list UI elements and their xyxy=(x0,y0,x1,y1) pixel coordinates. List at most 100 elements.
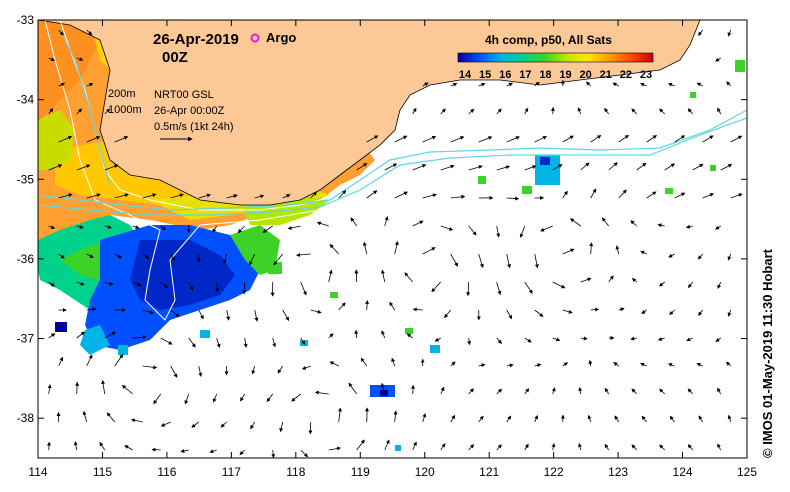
current-vector-arrow xyxy=(254,194,265,199)
colorbar-ticks: 14 15 16 17 18 19 20 21 22 23 xyxy=(459,69,652,81)
colorbar-tick-label: 14 xyxy=(459,69,472,81)
current-vector-arrow xyxy=(272,337,277,348)
current-vector-arrow xyxy=(702,135,714,143)
current-vector-arrow xyxy=(669,415,676,423)
current-vector-arrow xyxy=(412,307,423,312)
current-vector-arrow xyxy=(262,225,273,233)
current-vector-arrow xyxy=(82,410,88,423)
current-vector-arrow xyxy=(310,191,317,199)
current-vector-arrow xyxy=(608,162,618,171)
current-vector-arrow xyxy=(300,281,307,296)
current-vector-arrow xyxy=(552,164,563,171)
current-vector-arrow xyxy=(540,225,553,232)
current-vector-arrow xyxy=(104,281,114,286)
current-vector-arrow xyxy=(366,190,378,199)
current-vector-arrow xyxy=(519,225,526,238)
x-tick-label: 119 xyxy=(351,465,370,479)
current-vector-arrow xyxy=(440,225,454,231)
current-vector-arrow xyxy=(687,108,694,115)
current-vector-arrow xyxy=(212,225,218,233)
current-vector-arrow xyxy=(114,353,124,367)
current-vector-arrow xyxy=(450,361,456,367)
current-vector-arrow xyxy=(58,29,64,36)
current-vector-arrow xyxy=(534,414,538,423)
current-vector-arrow xyxy=(48,333,56,339)
current-vector-arrow xyxy=(466,281,471,297)
current-vector-arrow xyxy=(450,253,458,267)
current-vector-arrow xyxy=(282,309,290,322)
x-tick-label: 123 xyxy=(608,465,628,479)
current-vector-arrow xyxy=(562,362,569,367)
current-vector-arrow xyxy=(251,365,256,375)
current-vector-arrow xyxy=(618,189,627,199)
x-axis: 114 115 116 117 118 119 120 121 122 123 124 125 xyxy=(28,20,757,479)
composite-title: 4h comp, p50, All Sats xyxy=(485,33,612,47)
current-vector-arrow xyxy=(478,253,484,269)
current-vector-arrow xyxy=(585,81,591,87)
current-vector-arrow xyxy=(170,253,176,261)
current-vector-arrow xyxy=(277,365,284,374)
current-vector-arrow xyxy=(75,381,80,395)
x-tick-label: 114 xyxy=(28,465,47,479)
current-vector-arrow xyxy=(688,281,694,289)
x-tick-label: 115 xyxy=(93,465,112,479)
current-vector-arrow xyxy=(58,135,73,143)
current-vector-arrow xyxy=(380,382,386,395)
current-vector-arrow xyxy=(730,193,743,199)
current-vector-arrow xyxy=(590,135,602,143)
current-vector-arrow xyxy=(114,253,123,259)
y-tick-label: -37 xyxy=(17,332,35,346)
current-vector-arrow xyxy=(577,442,582,451)
colorbar-tick-label: 23 xyxy=(640,69,652,81)
current-vector-arrow xyxy=(524,281,533,294)
current-vector-arrow xyxy=(389,301,396,311)
current-vector-arrow xyxy=(243,337,248,348)
current-vector-arrow xyxy=(608,275,614,283)
current-vector-arrow xyxy=(381,269,386,283)
current-vector-arrow xyxy=(180,449,189,453)
current-vector-arrow xyxy=(444,309,452,319)
current-vector-arrow xyxy=(58,193,73,199)
current-vector-arrow xyxy=(697,253,704,260)
current-vector-arrow xyxy=(664,163,676,171)
current-vector-arrow xyxy=(132,335,147,340)
current-vector-arrow xyxy=(328,269,333,283)
current-vector-arrow xyxy=(534,253,539,269)
current-vector-arrow xyxy=(76,281,85,286)
current-vector-arrow xyxy=(132,225,140,230)
current-vector-arrow xyxy=(687,444,694,451)
current-vector-arrow xyxy=(668,82,675,87)
current-vector-arrow xyxy=(551,387,556,395)
current-vector-arrow xyxy=(587,414,592,423)
current-vector-arrow xyxy=(384,216,389,227)
current-vector-arrow xyxy=(249,253,256,266)
current-vector-arrow xyxy=(226,194,238,199)
current-vector-arrow xyxy=(725,361,731,367)
current-vector-arrow xyxy=(328,446,342,451)
current-vector-arrow xyxy=(216,337,221,349)
current-vector-arrow xyxy=(121,384,133,395)
current-vector-arrow xyxy=(685,224,693,229)
current-vector-arrow xyxy=(496,337,502,344)
current-vector-arrow xyxy=(48,164,63,171)
current-vector-arrow xyxy=(534,136,547,143)
current-vector-arrow xyxy=(422,135,437,143)
current-vector-arrow xyxy=(99,441,106,451)
current-vector-arrow xyxy=(142,193,157,199)
current-vector-arrow xyxy=(160,225,167,231)
current-vector-arrow xyxy=(696,82,703,87)
date-label: 26-Apr-2019 xyxy=(153,31,239,48)
current-vector-arrow xyxy=(76,164,91,171)
current-vector-arrow xyxy=(524,388,530,395)
current-vector-arrow xyxy=(669,309,675,316)
current-vector-arrow xyxy=(422,82,429,87)
current-vector-arrow xyxy=(212,393,218,403)
current-vector-arrow xyxy=(717,387,722,395)
current-vector-arrow xyxy=(310,309,322,314)
argo-label: Argo xyxy=(266,30,296,45)
current-vector-arrow xyxy=(562,135,574,143)
current-vector-arrow xyxy=(296,252,311,257)
y-tick-label: -34 xyxy=(17,93,35,107)
current-vector-arrow xyxy=(394,240,399,255)
